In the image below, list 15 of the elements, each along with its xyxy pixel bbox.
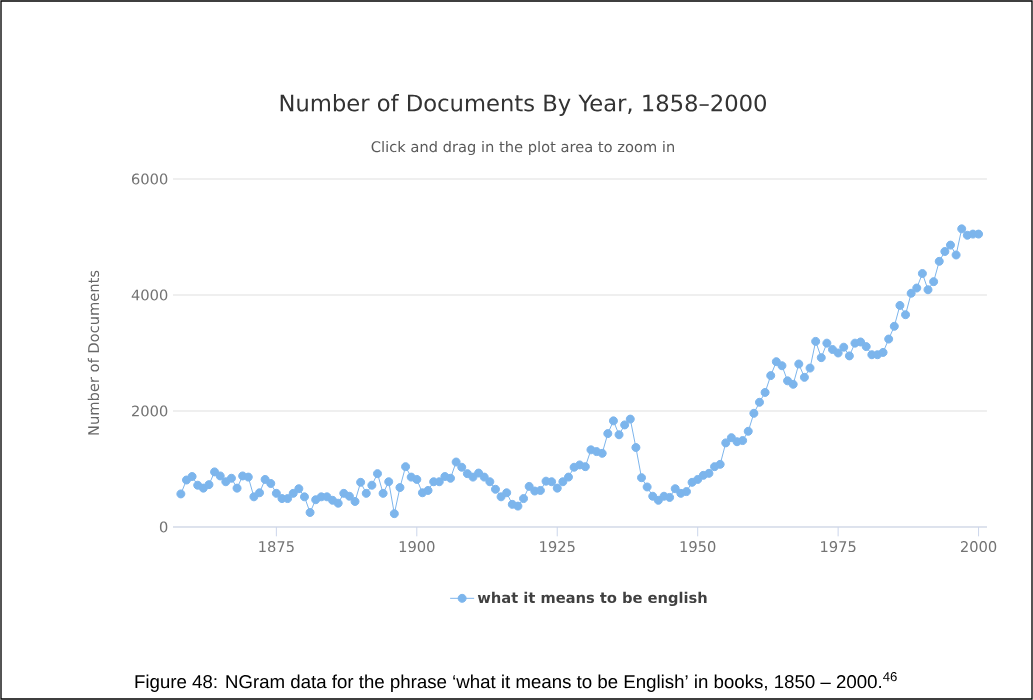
y-tick-label: 2000	[132, 405, 168, 417]
chart-title: Number of Documents By Year, 1858–2000	[280, 94, 766, 116]
x-tick-label: 1950	[680, 541, 716, 553]
x-tick-label: 1925	[540, 541, 575, 553]
x-tick-label: 1900	[399, 541, 435, 553]
y-tick-label: 4000	[131, 289, 168, 301]
chart-subtitle: Click and drag in the plot area to zoom in	[371, 140, 674, 156]
x-tick-label: 2000	[960, 541, 997, 553]
y-tick-label: 0	[159, 521, 168, 533]
caption: Figure 48: NGram data for the phrase ‘what it means to be English’ in books, 1850 – 2000.$^{46}$	[135, 672, 897, 692]
y-axis-title: Number of Documents	[87, 270, 100, 435]
y-tick-label: 6000	[132, 173, 168, 185]
x-tick-label: 1975	[821, 541, 856, 553]
x-tick-label: 1875	[259, 541, 294, 553]
legend-label: what it means to be english	[477, 591, 707, 607]
